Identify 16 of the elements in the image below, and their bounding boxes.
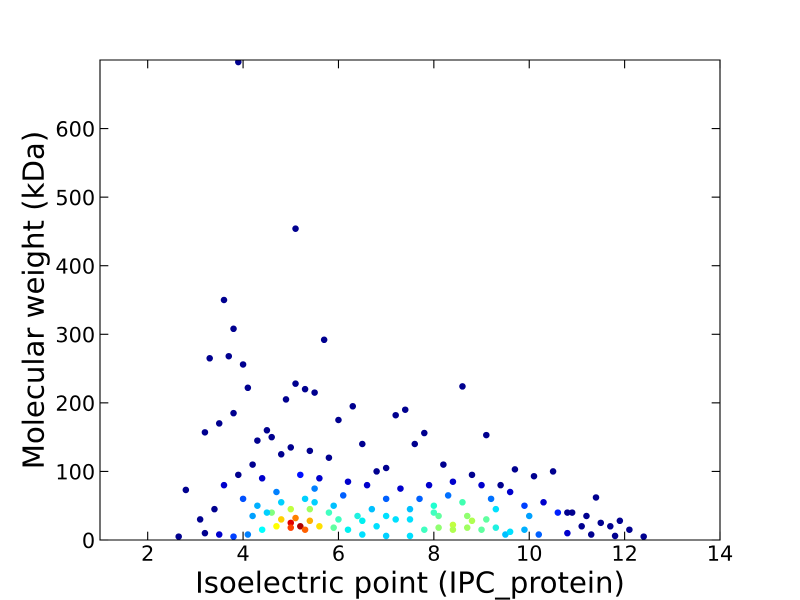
y-axis-title: Molecular weight (kDa) [22, 133, 50, 466]
y-tick-label: 200 [56, 395, 94, 412]
y-tick-label: 500 [56, 190, 94, 206]
x-tick-label: 12 [614, 545, 636, 561]
x-axis-title: Isoelectric point (IPC_protein) [198, 570, 622, 600]
x-tick-label: 14 [709, 546, 732, 561]
y-tick-label: 400 [56, 258, 94, 274]
x-tick-label: 8 [428, 545, 440, 561]
x-tick-label: 6 [333, 545, 344, 561]
y-tick-label: 600 [56, 121, 94, 137]
x-tick-label: 10 [518, 545, 542, 561]
y-tick-label: 0 [83, 532, 94, 548]
x-tick-label: 2 [142, 545, 152, 561]
y-tick-label: 300 [56, 326, 94, 342]
x-tick-label: 4 [237, 546, 249, 561]
y-tick-label: 100 [58, 464, 94, 480]
